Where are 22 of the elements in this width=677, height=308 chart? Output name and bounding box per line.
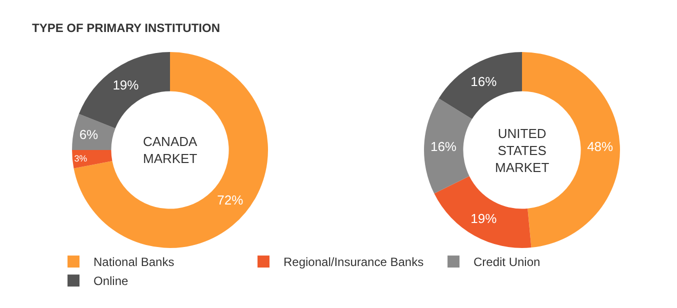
legend-label: National Banks	[94, 255, 174, 270]
legend-label: Online	[94, 274, 129, 288]
data-label: 72%	[217, 192, 244, 208]
donut-slice	[74, 52, 268, 248]
data-label: 3%	[74, 154, 88, 164]
legend-label: Regional/Insurance Banks	[284, 255, 424, 270]
donut-slice	[424, 98, 472, 194]
data-label: 19%	[470, 211, 498, 226]
text: CANADA MARKET	[143, 134, 198, 166]
donut-slice	[72, 150, 112, 168]
chart-title: TYPE OF PRIMARY INSTITUTION	[32, 21, 220, 35]
data-label: 16%	[430, 138, 457, 154]
legend-label: Credit Union	[474, 255, 540, 270]
donut-slice	[434, 176, 532, 248]
donut-slice	[72, 114, 116, 150]
donut-slice	[438, 52, 522, 119]
data-label: 48%	[587, 138, 614, 154]
donut-slice	[78, 52, 170, 128]
data-label: 6%	[79, 127, 99, 142]
data-label: 16%	[470, 74, 498, 89]
text: UNITED STATES MARKET	[495, 126, 550, 175]
data-label: 19%	[112, 78, 140, 93]
